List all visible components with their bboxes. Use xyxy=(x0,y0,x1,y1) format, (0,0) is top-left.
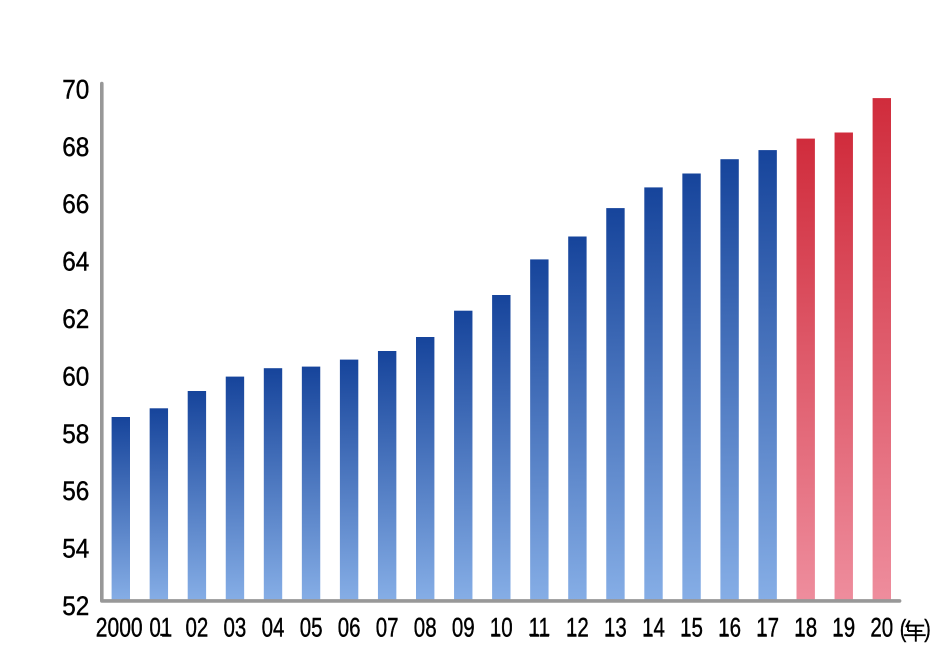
svg-text:11: 11 xyxy=(529,613,550,643)
svg-text:04: 04 xyxy=(262,613,285,643)
svg-text:05: 05 xyxy=(300,613,323,643)
svg-text:08: 08 xyxy=(414,613,437,643)
svg-text:64: 64 xyxy=(62,247,89,276)
svg-text:18: 18 xyxy=(794,613,817,643)
svg-text:62: 62 xyxy=(62,305,89,334)
svg-text:19: 19 xyxy=(832,613,855,643)
svg-text:17: 17 xyxy=(756,613,779,643)
svg-text:68: 68 xyxy=(62,133,89,162)
svg-text:02: 02 xyxy=(185,613,208,643)
svg-text:12: 12 xyxy=(566,613,589,643)
svg-text:16: 16 xyxy=(718,613,741,643)
svg-text:52: 52 xyxy=(62,592,89,621)
svg-text:09: 09 xyxy=(452,613,475,643)
svg-text:15: 15 xyxy=(680,613,703,643)
svg-text:06: 06 xyxy=(338,613,361,643)
svg-text:14: 14 xyxy=(642,613,665,643)
svg-text:56: 56 xyxy=(62,477,89,506)
svg-text:07: 07 xyxy=(376,613,399,643)
svg-text:54: 54 xyxy=(62,534,89,563)
svg-text:10: 10 xyxy=(490,613,513,643)
svg-text:13: 13 xyxy=(604,613,627,643)
svg-text:(: ( xyxy=(900,615,907,643)
svg-text:66: 66 xyxy=(62,190,89,219)
svg-text:58: 58 xyxy=(62,420,89,449)
svg-text:70: 70 xyxy=(62,75,89,104)
svg-text:60: 60 xyxy=(62,362,89,391)
svg-text:2000: 2000 xyxy=(96,613,143,643)
svg-text:20: 20 xyxy=(870,613,893,643)
svg-text:03: 03 xyxy=(223,613,246,643)
svg-text:01: 01 xyxy=(149,613,172,643)
svg-text:): ) xyxy=(924,615,930,643)
